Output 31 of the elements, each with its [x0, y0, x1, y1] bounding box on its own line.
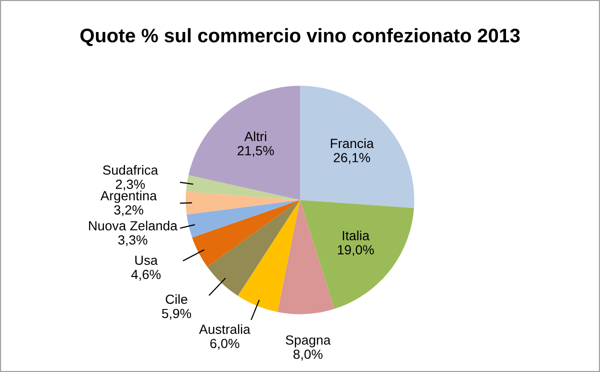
pie-slice [278, 200, 334, 314]
data-label: 3,2% [114, 205, 144, 216]
slice-label: Argentina [100, 190, 157, 203]
pie-slice [186, 200, 300, 238]
slice-label: Nuova Zelanda [89, 220, 178, 230]
pie-slice [300, 86, 414, 208]
slice-label: Spagna [286, 335, 331, 348]
pie-slice [207, 200, 300, 296]
data-label: 26,1% [334, 152, 370, 164]
slice-label: Usa [135, 256, 158, 265]
pie-slice [300, 200, 414, 309]
data-label: 4,6% [131, 270, 161, 281]
data-label: 19,0% [338, 245, 374, 256]
slice-label: Altri [244, 131, 266, 142]
pie-slice [192, 200, 300, 267]
slice-label: Italia [342, 230, 370, 240]
pie-slice [186, 175, 300, 200]
slice-label: Francia [330, 138, 374, 148]
slice-label: Australia [199, 324, 250, 334]
pie-slice [188, 86, 300, 200]
data-label: 8,0% [293, 350, 323, 360]
data-label: 3,3% [118, 235, 148, 246]
pie-slice [186, 192, 300, 214]
data-label: 5,9% [162, 308, 192, 320]
data-label: 6,0% [210, 338, 240, 350]
slice-label: Cile [166, 294, 188, 304]
chart-title: Quote % sul commercio vino confezionato 2013 [80, 28, 520, 46]
slice-label: Sudafrica [102, 165, 158, 175]
data-label: 2,3% [116, 180, 145, 191]
data-label: 21,5% [238, 146, 274, 157]
pie-slice [238, 200, 300, 312]
